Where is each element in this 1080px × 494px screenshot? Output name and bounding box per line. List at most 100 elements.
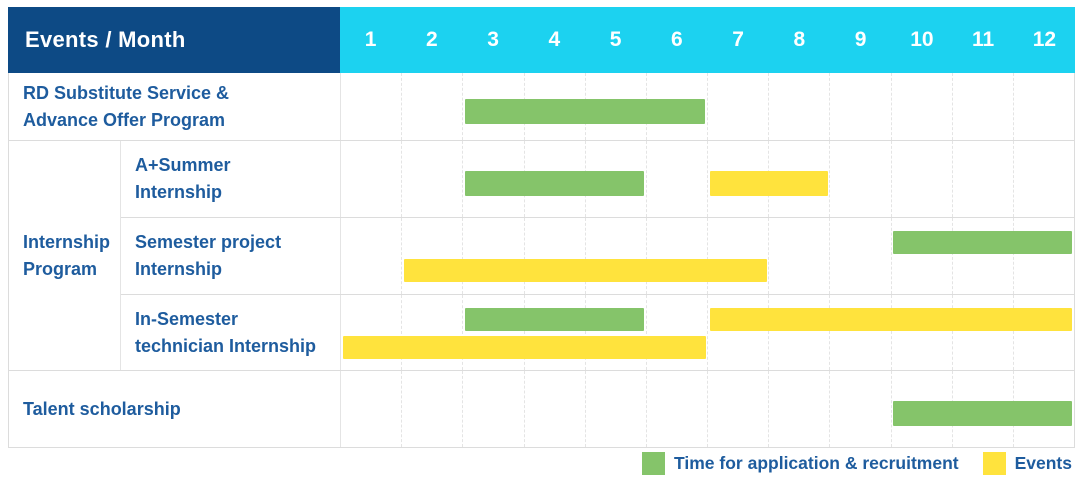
grid-cell — [645, 218, 707, 294]
grid-cell — [462, 218, 523, 294]
gantt-body: RD Substitute Service & Advance Offer Pro… — [8, 73, 1075, 448]
grid-cell — [645, 295, 707, 370]
gantt-chart: Events / Month 1 2 3 4 5 6 7 8 9 10 11 12 RD Substi… — [8, 7, 1075, 448]
row-label-in-semester-technician: In-Semester technician Internship — [121, 295, 341, 370]
gantt-row: In-Semester technician Internship — [121, 294, 1074, 370]
grid-cell — [645, 141, 707, 217]
grid-cell — [829, 295, 890, 370]
grid-cell — [768, 371, 829, 447]
month-label: 8 — [793, 28, 806, 51]
month-label: 7 — [732, 28, 744, 51]
row-grid — [341, 218, 1074, 294]
gantt-row: Semester project Internship — [121, 217, 1074, 294]
grid-cell — [1012, 218, 1074, 294]
grid-cell — [341, 218, 401, 294]
grid-cell — [890, 218, 952, 294]
month-label: 2 — [426, 28, 438, 51]
row-grid — [341, 73, 1074, 140]
group-label-internship-program: Internship Program — [9, 141, 121, 370]
month-label: 5 — [609, 28, 622, 51]
row-label-line: Internship — [135, 259, 223, 279]
grid-cell — [768, 73, 829, 140]
grid-cell — [645, 371, 707, 447]
row-label-line: Internship — [135, 182, 223, 202]
grid-cell — [707, 371, 768, 447]
month-label: 9 — [854, 28, 867, 51]
application-bar — [465, 98, 706, 124]
month-label: 10 — [910, 28, 934, 51]
grid-cell — [462, 73, 523, 140]
gantt-row: RD Substitute Service & Advance Offer Pro… — [9, 73, 1074, 140]
month-label: 1 — [364, 28, 377, 51]
grid-cell — [707, 218, 768, 294]
grid-cell — [401, 73, 462, 140]
internship-subrows: A+Summer Internship Semester project Inter… — [121, 141, 1074, 370]
grid-cell — [341, 73, 401, 140]
row-label-line: Advance Offer Program — [23, 109, 226, 130]
month-label: 12 — [1032, 28, 1057, 51]
grid-cell — [951, 73, 1013, 140]
row-label-line: Program — [23, 258, 98, 279]
event-bar — [343, 336, 706, 359]
grid-cell — [1012, 73, 1074, 140]
grid-cell — [1012, 295, 1074, 370]
grid-cell — [829, 73, 890, 140]
grid-cell — [890, 371, 952, 447]
grid-cell — [401, 371, 462, 447]
grid-cell — [341, 371, 401, 447]
month-label: 3 — [487, 28, 499, 51]
grid-cell — [584, 295, 646, 370]
legend-item-application: Time for application & recruitment — [642, 452, 959, 475]
grid-cell — [341, 141, 401, 217]
grid-cell — [768, 295, 829, 370]
row-label-rd-substitute: RD Substitute Service & Advance Offer Pro… — [9, 73, 341, 140]
row-label-a-plus-summer: A+Summer Internship — [121, 141, 341, 217]
grid-cell — [829, 371, 890, 447]
application-swatch — [642, 452, 666, 475]
event-bar — [709, 171, 828, 196]
grid-cell — [523, 295, 585, 370]
grid-cell — [523, 371, 585, 447]
grid-cell — [401, 295, 462, 370]
grid-cell — [707, 73, 768, 140]
grid-cell — [462, 371, 523, 447]
grid-cell — [890, 141, 952, 217]
month-label: 4 — [548, 28, 561, 51]
grid-cell — [401, 218, 462, 294]
event-bar — [404, 259, 767, 282]
grid-cell — [951, 295, 1013, 370]
event-swatch — [982, 452, 1006, 475]
grid-cell — [584, 371, 646, 447]
row-label-line: Semester project — [135, 232, 282, 252]
legend: Time for application & recruitment Event… — [642, 452, 1072, 475]
grid-cell — [890, 73, 952, 140]
row-label-line: RD Substitute Service & — [23, 82, 230, 103]
grid-cell — [401, 141, 462, 217]
row-label-talent-scholarship: Talent scholarship — [9, 371, 341, 447]
row-label-semester-project: Semester project Internship — [121, 218, 341, 294]
legend-label-application: Time for application & recruitment — [674, 453, 959, 473]
gantt-row: Talent scholarship — [9, 370, 1074, 447]
gantt-row: A+Summer Internship — [121, 141, 1074, 217]
corner-header: Events / Month — [8, 7, 340, 73]
legend-item-events: Events — [982, 452, 1072, 475]
row-label-line: A+Summer — [135, 155, 231, 175]
row-label-line: Talent scholarship — [23, 398, 181, 419]
grid-cell — [951, 218, 1013, 294]
grid-cell — [890, 295, 952, 370]
application-bar — [892, 231, 1072, 254]
month-header: 1 2 3 4 5 6 7 8 9 10 11 12 — [340, 7, 1075, 73]
legend-label-events: Events — [1014, 453, 1072, 473]
application-bar — [465, 171, 645, 196]
grid-cell — [951, 141, 1013, 217]
internship-program-group: Internship Program A+Summer Internship Sem… — [9, 140, 1074, 370]
grid-cell — [768, 218, 829, 294]
grid-cell — [523, 218, 585, 294]
grid-cell — [1012, 141, 1074, 217]
row-label-line: technician Internship — [135, 335, 317, 356]
row-label-line: Internship — [23, 231, 111, 252]
grid-cell — [707, 141, 768, 217]
grid-cell — [462, 141, 523, 217]
month-label: 6 — [671, 28, 683, 51]
row-grid — [341, 141, 1074, 217]
